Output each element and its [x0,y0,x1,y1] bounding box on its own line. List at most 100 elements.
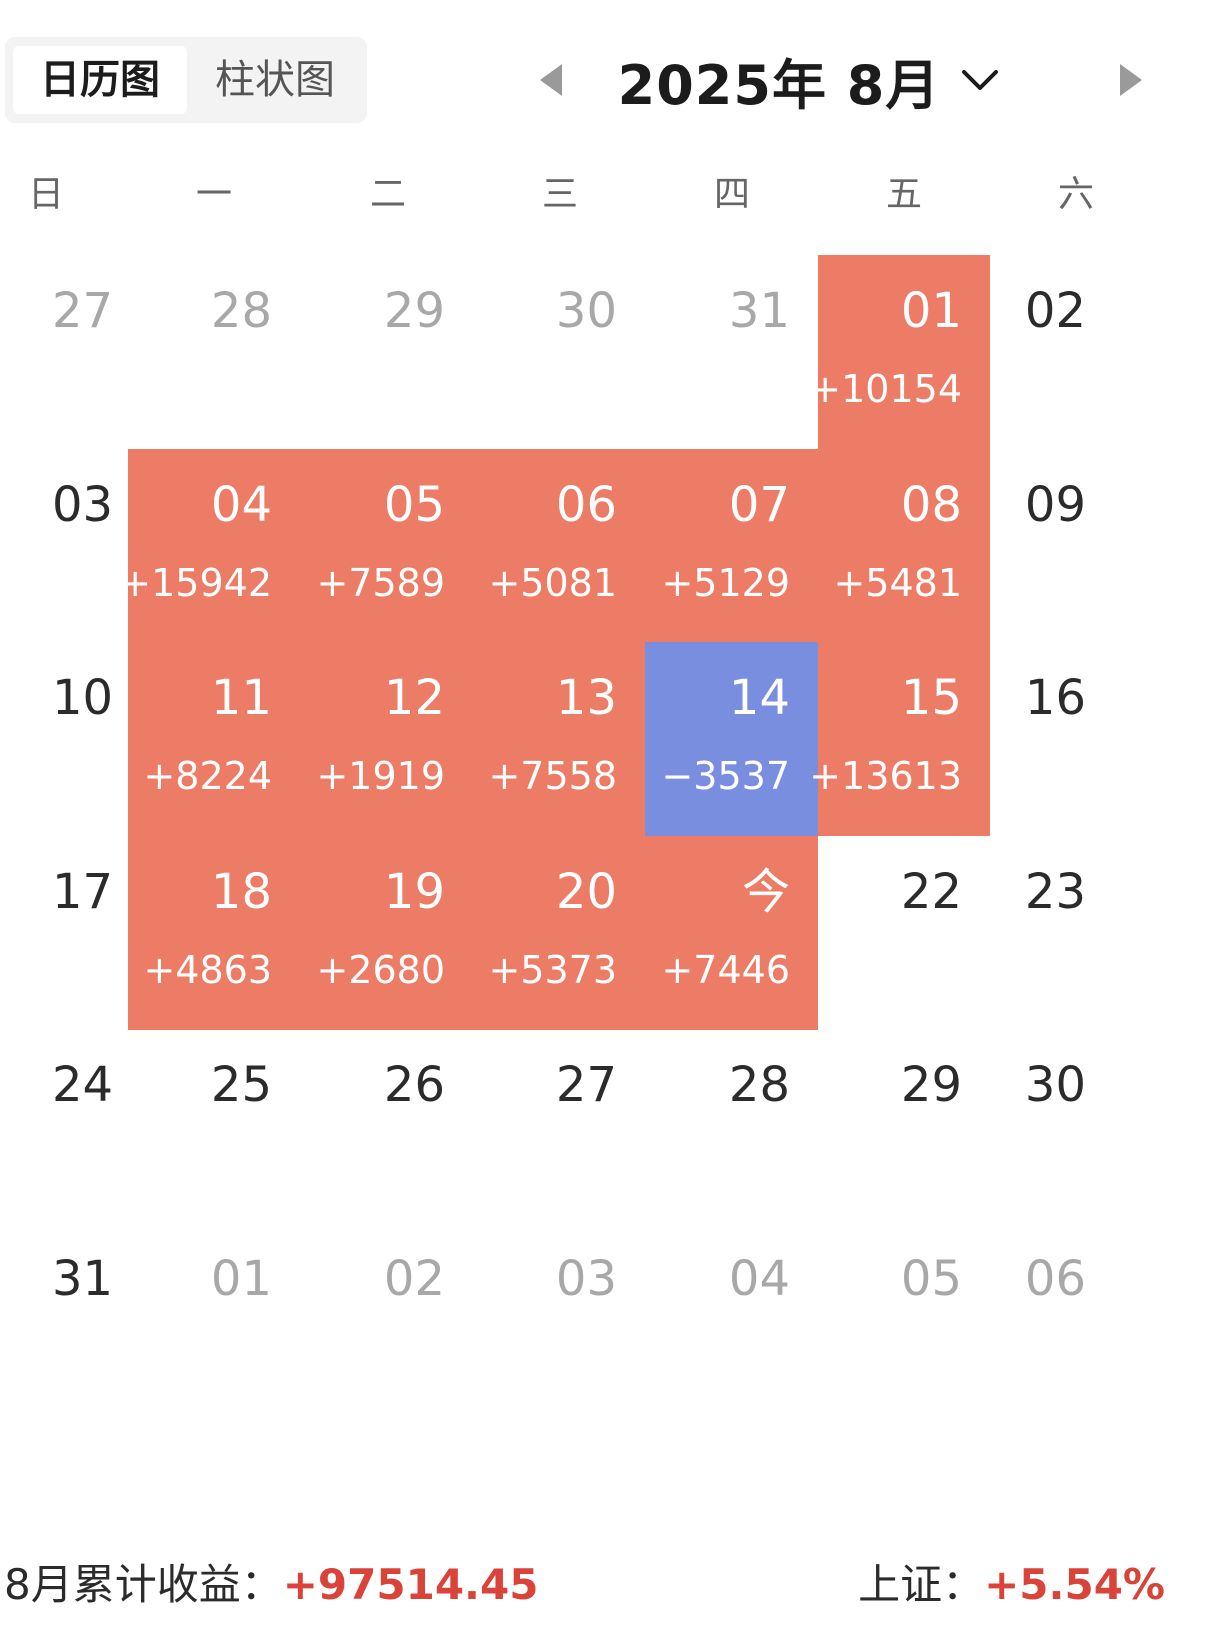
calendar-day-cell[interactable]: 27 [0,255,128,449]
day-number: 04 [728,1251,790,1307]
month-title: 2025年 8月 [617,53,941,117]
chevron-down-icon [962,70,999,90]
index-summary-value: +5.54% [984,1560,1165,1609]
day-pnl: +5481 [833,561,962,605]
calendar-day-cell[interactable]: 05 [818,1223,990,1417]
weekday-label: 二 [370,174,407,215]
calendar-day-cell[interactable]: 01 +10154 [809,255,990,449]
calendar-day-cell[interactable]: 15 +13613 [809,642,990,836]
day-number: 08 [900,477,962,533]
calendar-day-cell[interactable]: 27 [473,1029,645,1223]
calendar-day-cell[interactable]: 02 [300,1223,473,1417]
calendar-day-cell[interactable]: 03 [473,1223,645,1417]
day-number: 27 [52,283,114,339]
day-pnl: +15942 [119,561,272,605]
weekday-label: 五 [886,174,923,215]
day-number: 05 [383,477,445,533]
day-number: 27 [555,1057,617,1113]
day-number: 06 [555,477,617,533]
calendar-day-cell[interactable]: 04 [645,1223,818,1417]
weekday-header: 日一二三四五六 [0,165,1211,225]
calendar-day-cell[interactable]: 08 +5481 [818,449,990,643]
day-number: 24 [52,1057,114,1113]
calendar-day-cell[interactable]: 09 [990,449,1162,643]
calendar-day-cell[interactable]: 13 +7558 [473,642,645,836]
day-number: 29 [900,1057,962,1113]
calendar-day-cell[interactable]: 05 +7589 [300,449,473,643]
calendar-day-cell[interactable]: 29 [818,1029,990,1223]
day-number: 31 [728,283,790,339]
calendar-day-cell[interactable]: 24 [0,1029,128,1223]
day-pnl: +4863 [143,948,272,992]
calendar-view-tab[interactable]: 日历图 [13,46,187,114]
day-number: 20 [555,864,617,920]
next-month-icon[interactable] [1120,64,1142,96]
day-pnl: +2680 [316,948,445,992]
calendar-day-cell[interactable]: 03 [0,449,128,643]
calendar-day-cell[interactable]: 30 [990,1029,1162,1223]
calendar-day-cell[interactable]: 20 +5373 [473,836,645,1030]
calendar-day-cell[interactable]: 07 +5129 [645,449,818,643]
weekday-label: 三 [542,174,579,215]
calendar-day-cell[interactable]: 17 [0,836,128,1030]
index-summary-label: 上证： [858,1560,985,1609]
calendar-day-cell[interactable]: 31 [0,1223,128,1417]
calendar-day-cell[interactable]: 06 +5081 [473,449,645,643]
calendar-day-cell[interactable]: 18 +4863 [128,836,300,1030]
day-number: 23 [1024,864,1086,920]
day-pnl: +1919 [316,754,445,798]
calendar-day-cell[interactable]: 31 [645,255,818,449]
day-number: 03 [52,477,114,533]
day-number: 09 [1024,477,1086,533]
day-number: 今 [741,864,790,920]
monthly-summary-value: +97514.45 [282,1560,539,1609]
month-picker[interactable]: 2025年 8月 [600,40,1020,120]
day-number: 25 [210,1057,272,1113]
calendar-day-cell[interactable]: 22 [818,836,990,1030]
day-number: 30 [555,283,617,339]
calendar-day-cell[interactable]: 06 [990,1223,1162,1417]
index-summary: 上证：+5.54% [858,1555,1165,1615]
day-number: 04 [210,477,272,533]
day-pnl: −3537 [661,754,790,798]
calendar-day-cell[interactable]: 16 [990,642,1162,836]
calendar-day-cell[interactable]: 11 +8224 [128,642,300,836]
calendar-day-cell[interactable]: 23 [990,836,1162,1030]
calendar-day-cell[interactable]: 12 +1919 [300,642,473,836]
calendar-day-cell[interactable]: 14 −3537 [645,642,818,836]
calendar-day-cell[interactable]: 今 +7446 [645,836,818,1030]
day-number: 28 [728,1057,790,1113]
calendar-day-cell[interactable]: 26 [300,1029,473,1223]
calendar-day-cell[interactable]: 29 [300,255,473,449]
calendar-day-cell[interactable]: 28 [645,1029,818,1223]
day-number: 31 [52,1251,114,1307]
day-number: 15 [900,670,962,726]
calendar-day-cell[interactable]: 30 [473,255,645,449]
prev-month-icon[interactable] [540,64,562,96]
day-number: 13 [555,670,617,726]
view-toggle: 日历图 柱状图 [5,37,367,123]
day-pnl: +7589 [316,561,445,605]
day-number: 22 [900,864,962,920]
day-number: 30 [1024,1057,1086,1113]
calendar-day-cell[interactable]: 01 [128,1223,300,1417]
day-pnl: +5129 [661,561,790,605]
day-pnl: +5373 [488,948,617,992]
day-pnl: +7446 [661,948,790,992]
calendar-day-cell[interactable]: 10 [0,642,128,836]
calendar-day-cell[interactable]: 28 [128,255,300,449]
day-number: 03 [555,1251,617,1307]
calendar-day-cell[interactable]: 04 +15942 [119,449,300,643]
weekday-label: 一 [196,174,233,215]
weekday-label: 四 [714,174,751,215]
weekday-label: 日 [28,174,65,215]
day-number: 02 [383,1251,445,1307]
monthly-summary-label: 8月累计收益： [4,1560,283,1609]
bar-chart-view-tab[interactable]: 柱状图 [215,57,335,103]
calendar-day-cell[interactable]: 25 [128,1029,300,1223]
calendar-day-cell[interactable]: 02 [990,255,1162,449]
calendar-day-cell[interactable]: 19 +2680 [300,836,473,1030]
day-number: 05 [900,1251,962,1307]
day-pnl: +5081 [488,561,617,605]
day-pnl: +10154 [809,367,962,411]
